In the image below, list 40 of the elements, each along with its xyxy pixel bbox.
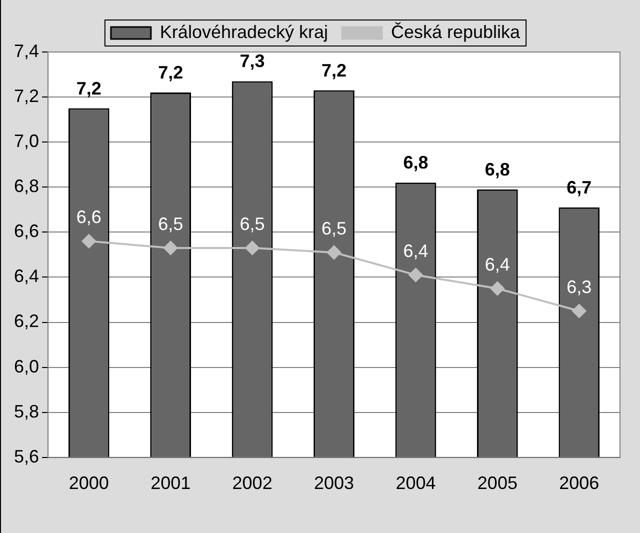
- data-label: 6,4: [484, 254, 510, 274]
- legend-label: Česká republika: [391, 22, 522, 42]
- legend-label: Královéhradecký kraj: [160, 22, 328, 42]
- y-tick-label: 7,2: [14, 86, 40, 106]
- x-tick-label: 2006: [559, 473, 600, 494]
- data-label: 7,3: [240, 51, 265, 72]
- y-tick-label: 6,8: [14, 176, 40, 196]
- y-tick-label: 5,8: [14, 401, 40, 422]
- point: [408, 268, 423, 282]
- data-label: 6,5: [321, 218, 347, 238]
- x-tick-label: 2001: [150, 473, 191, 494]
- x-tick-label: 2005: [477, 473, 518, 494]
- x-tick-label: 2000: [68, 473, 109, 494]
- data-label: 7,2: [321, 60, 347, 80]
- x-tick-label: 2002: [232, 473, 272, 494]
- data-label: 6,6: [76, 207, 102, 228]
- y-tick-label: 7,0: [14, 131, 40, 152]
- data-label: 6,8: [403, 152, 428, 173]
- point: [245, 240, 260, 255]
- x-tick-label: 2004: [396, 473, 436, 494]
- y-tick-label: 6,0: [14, 356, 40, 376]
- y-tick-label: 7,4: [14, 40, 40, 61]
- point: [82, 234, 96, 248]
- point: [327, 245, 342, 260]
- point: [164, 240, 178, 255]
- x-tick-label: 2003: [314, 473, 354, 494]
- data-label: 7,2: [158, 62, 184, 83]
- data-label: 6,5: [240, 214, 265, 234]
- point: [490, 281, 504, 296]
- data-label: 7,2: [76, 78, 102, 98]
- data-label: 6,4: [403, 240, 428, 261]
- y-tick-label: 6,2: [14, 311, 40, 332]
- y-tick-label: 6,6: [14, 221, 40, 242]
- data-label: 6,5: [158, 214, 184, 234]
- data-label: 6,3: [566, 276, 592, 297]
- y-tick-label: 6,4: [14, 266, 40, 286]
- y-tick-label: 5,6: [14, 446, 40, 466]
- data-label: 6,8: [484, 159, 510, 180]
- data-label: 6,7: [566, 177, 592, 198]
- point: [572, 304, 586, 318]
